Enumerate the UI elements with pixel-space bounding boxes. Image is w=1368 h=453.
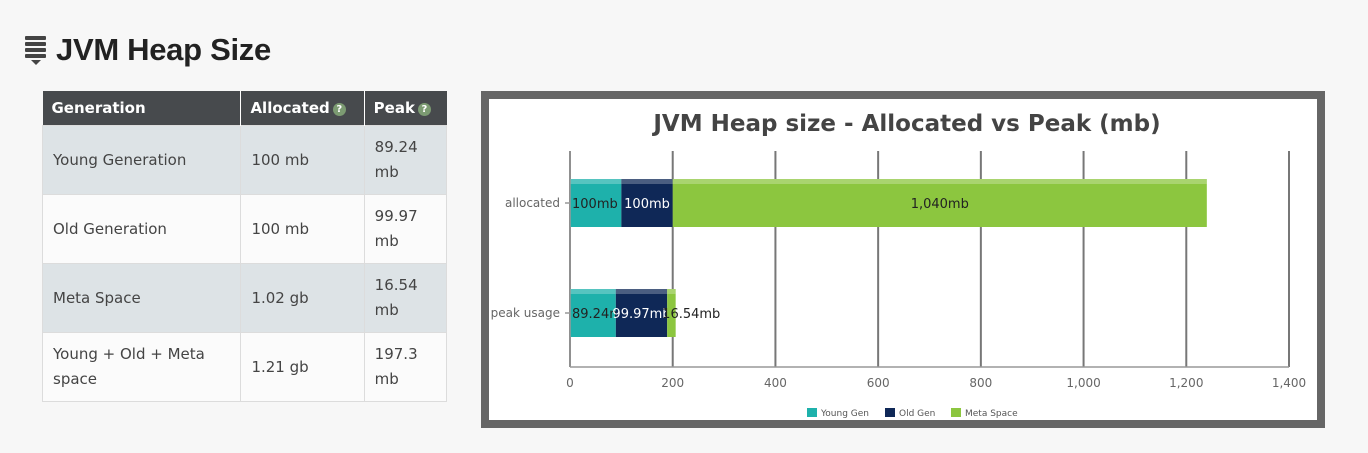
cell-generation: Old Generation — [41, 194, 242, 264]
cell-allocated: 1.21 gb — [240, 332, 365, 402]
cell-generation: Young + Old + Meta space — [41, 332, 242, 402]
bar-segment — [615, 289, 668, 337]
table-row: Young Generation 100 mb 89.24 mb — [41, 125, 448, 195]
data-label: 16.54mb — [662, 307, 720, 322]
data-label: 99.97mb — [612, 307, 670, 322]
legend-label: Young Gen — [820, 409, 869, 419]
x-tick-label: 800 — [969, 376, 992, 390]
x-tick-label: 200 — [661, 376, 684, 390]
data-label: 1,040mb — [911, 197, 969, 212]
cell-allocated: 100 mb — [240, 194, 365, 264]
stack-icon — [24, 36, 48, 65]
bar-segment — [621, 179, 673, 227]
cell-allocated: 1.02 gb — [240, 263, 365, 333]
x-tick-label: 400 — [764, 376, 787, 390]
cell-peak: 99.97 mb — [363, 194, 448, 264]
table-row: Young + Old + Meta space 1.21 gb 197.3 m… — [41, 332, 448, 402]
header-peak: Peak? — [364, 91, 447, 126]
x-tick-label: 0 — [566, 376, 574, 390]
legend-label: Old Gen — [899, 409, 935, 419]
x-tick-label: 1,200 — [1169, 376, 1203, 390]
legend-swatch — [885, 408, 895, 417]
x-tick-label: 1,000 — [1066, 376, 1100, 390]
x-tick-label: 600 — [867, 376, 890, 390]
heap-chart: JVM Heap size - Allocated vs Peak (mb) 1… — [491, 111, 1307, 419]
header-generation: Generation — [42, 91, 242, 126]
help-icon[interactable]: ? — [332, 103, 346, 116]
y-category-label: allocated — [505, 196, 560, 210]
cell-generation: Young Generation — [41, 125, 242, 195]
table-row: Meta Space 1.02 gb 16.54 mb — [41, 263, 448, 333]
y-category-label: peak usage — [491, 306, 560, 320]
data-label: 89.24mb — [572, 307, 630, 322]
bar-highlight — [570, 179, 622, 184]
legend-swatch — [807, 408, 817, 417]
bar-segment — [570, 289, 616, 337]
bar-segment — [667, 289, 676, 337]
cell-allocated: 100 mb — [240, 125, 365, 195]
cell-peak: 197.3 mb — [363, 332, 448, 402]
bar-highlight — [667, 289, 676, 294]
bar-highlight — [615, 289, 668, 294]
bar-highlight — [621, 179, 673, 184]
table-header-row: Generation Allocated? Peak? — [42, 91, 447, 126]
section-title: JVM Heap Size — [56, 32, 271, 67]
legend-swatch — [951, 408, 961, 417]
data-label: 100mb — [572, 197, 618, 212]
cell-generation: Meta Space — [41, 263, 242, 333]
bar-highlight — [672, 179, 1207, 184]
chart-panel: JVM Heap size - Allocated vs Peak (mb) 1… — [489, 99, 1317, 420]
chart-title: JVM Heap size - Allocated vs Peak (mb) — [651, 111, 1160, 137]
x-tick-label: 1,400 — [1272, 376, 1306, 390]
legend-label: Meta Space — [965, 409, 1018, 419]
bar-highlight — [570, 289, 616, 294]
table-row: Old Generation 100 mb 99.97 mb — [41, 194, 448, 264]
cell-peak: 16.54 mb — [363, 263, 448, 333]
bar-segment — [672, 179, 1207, 227]
data-label: 100mb — [624, 197, 670, 212]
chart-frame: JVM Heap size - Allocated vs Peak (mb) 1… — [481, 91, 1325, 428]
cell-peak: 89.24 mb — [363, 125, 448, 195]
section-heading: JVM Heap Size — [24, 30, 271, 70]
heap-table: Generation Allocated? Peak? Young Genera… — [41, 91, 448, 402]
help-icon[interactable]: ? — [417, 103, 431, 116]
bar-segment — [570, 179, 622, 227]
header-allocated: Allocated? — [240, 91, 365, 126]
